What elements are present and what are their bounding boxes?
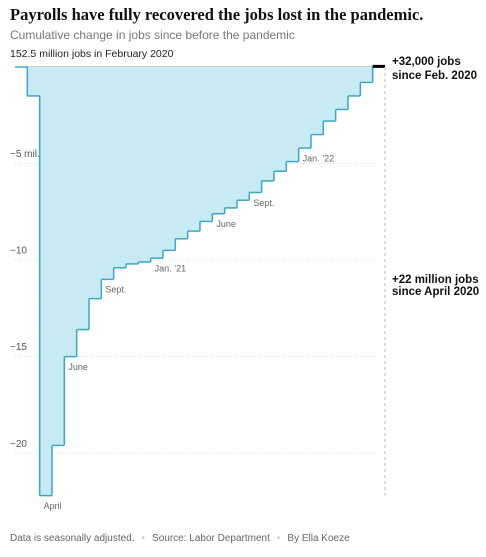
area-fill <box>52 66 65 446</box>
area-fill <box>76 66 90 330</box>
y-tick-label: 152.5 million jobs in February 2020 <box>10 48 174 60</box>
chart-title: Payrolls have fully recovered the jobs l… <box>10 5 424 24</box>
area-fill <box>150 66 164 259</box>
area-fill <box>200 66 213 222</box>
area-fill <box>298 66 312 149</box>
x-tick-label: April <box>44 501 62 511</box>
area-fill <box>311 66 324 135</box>
area-fill <box>64 66 77 357</box>
area-fill <box>224 66 238 208</box>
area-fill <box>249 66 262 193</box>
area-fill <box>163 66 176 251</box>
footer: Data is seasonally adjusted.Source: Labo… <box>10 533 350 544</box>
y-tick-label: −5 mil. <box>10 149 40 160</box>
annotation: since April 2020 <box>392 286 479 298</box>
area-fill <box>348 66 361 96</box>
area-fill <box>261 66 275 181</box>
footer-byline: By Ella Koeze <box>270 533 350 544</box>
area-fill <box>39 66 53 496</box>
x-tick-label: June <box>68 362 88 372</box>
area-fill <box>101 66 114 280</box>
x-tick-label: Jan. ’21 <box>155 264 187 274</box>
chart-subtitle: Cumulative change in jobs since before t… <box>10 28 295 42</box>
annotation: +32,000 jobs <box>392 56 461 68</box>
x-tick-label: Sept. <box>105 285 126 295</box>
y-tick-label: −20 <box>10 439 27 450</box>
y-tick-label: −15 <box>10 342 27 353</box>
area-fill <box>323 66 336 122</box>
x-tick-label: June <box>216 219 236 229</box>
footer-source: Source: Labor Department <box>135 533 270 544</box>
area-fill <box>360 66 373 83</box>
area-fill <box>113 66 127 268</box>
area-fill <box>274 66 287 172</box>
step-connector <box>26 66 374 496</box>
footer-note: Data is seasonally adjusted. <box>10 533 135 544</box>
area-fill <box>286 66 299 162</box>
x-tick-label: Jan. ’22 <box>303 153 335 163</box>
area-fill <box>212 66 225 214</box>
area-fill <box>187 66 201 232</box>
area-fill <box>89 66 102 299</box>
area-fill <box>138 66 151 262</box>
area-fill <box>126 66 139 264</box>
annotation: since Feb. 2020 <box>392 70 477 82</box>
x-tick-label: Sept. <box>253 198 274 208</box>
y-tick-label: −10 <box>10 246 27 257</box>
area-fill <box>175 66 188 239</box>
area-fill <box>27 66 40 96</box>
area-fill <box>237 66 250 201</box>
area-fill <box>335 66 349 110</box>
annotation: +22 million jobs <box>392 274 479 286</box>
